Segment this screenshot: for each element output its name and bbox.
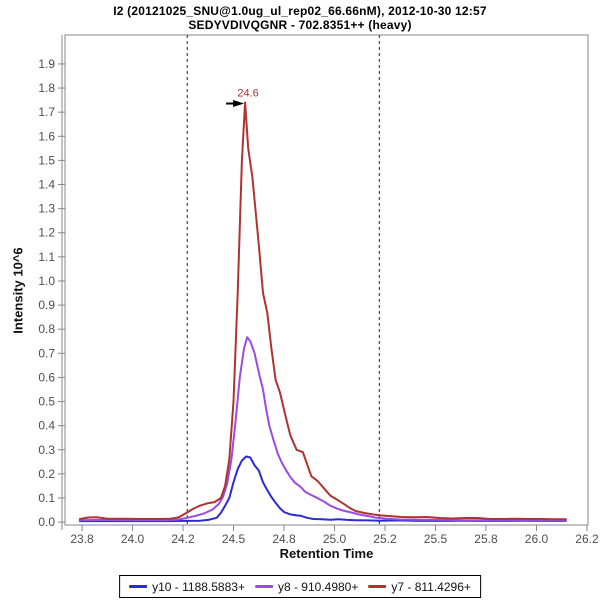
chart-subtitle: SEDYVDIVQGNR - 702.8351++ (heavy): [188, 18, 412, 32]
x-tick-label: 25.2: [373, 532, 397, 546]
x-tick-label: 24.8: [272, 532, 296, 546]
x-axis-label: Retention Time: [279, 546, 374, 561]
y-tick-label: 0.2: [38, 467, 55, 481]
y-tick-label: 0.3: [38, 443, 55, 457]
x-tick-label: 23.8: [70, 532, 94, 546]
legend-entry-y7: y7 - 811.4296+: [368, 580, 471, 594]
legend-label: y8 - 910.4980+: [277, 579, 359, 594]
x-tick-label: 24.5: [222, 532, 246, 546]
x-tick-label: 25.0: [323, 532, 347, 546]
peak-annotation-label: 24.6: [237, 88, 258, 100]
legend-label: y10 - 1188.5883+: [152, 579, 245, 594]
y-tick-label: 1.8: [38, 81, 55, 95]
y-tick-label: 1.4: [38, 178, 55, 192]
legend-label: y7 - 811.4296+: [391, 579, 471, 594]
y-tick-label: 0.0: [38, 515, 55, 529]
x-tick-label: 25.8: [474, 532, 498, 546]
y-tick-label: 1.2: [38, 226, 55, 240]
x-tick-label: 24.2: [171, 532, 195, 546]
y-tick-label: 0.5: [38, 395, 55, 409]
y-tick-label: 1.6: [38, 129, 55, 143]
y-tick-label: 1.3: [38, 202, 55, 216]
x-tick-label: 26.0: [525, 532, 549, 546]
y-tick-label: 0.8: [38, 322, 55, 336]
series-trace-y7: [78, 101, 567, 521]
legend-entry-y10: y10 - 1188.5883+: [129, 580, 245, 594]
y-tick-label: 0.7: [38, 346, 55, 360]
legend-line-swatch: [254, 585, 273, 588]
chart-title: I2 (20121025_SNU@1.0ug_ul_rep02_66.66nM)…: [113, 4, 487, 18]
y-tick-label: 0.6: [38, 370, 55, 384]
legend-line-swatch: [129, 585, 148, 588]
y-tick-label: 0.9: [38, 298, 55, 312]
y-tick-label: 1.5: [38, 153, 55, 167]
legend-box: y10 - 1188.5883+ y8 - 910.4980+ y7 - 811.4…: [119, 575, 481, 598]
series-trace-y10: [78, 455, 567, 523]
y-tick-label: 0.4: [38, 419, 55, 433]
y-tick-label: 1.1: [38, 250, 55, 264]
y-tick-label: 1.0: [38, 274, 55, 288]
peak-arrow-icon: [233, 100, 245, 108]
x-tick-label: 26.2: [575, 532, 599, 546]
x-tick-label: 24.0: [121, 532, 145, 546]
series-trace-y8: [78, 336, 567, 522]
y-tick-label: 0.1: [38, 491, 55, 505]
y-tick-label: 1.9: [38, 57, 55, 71]
legend-entry-y8: y8 - 910.4980+: [254, 579, 359, 594]
legend-line-swatch: [368, 585, 387, 588]
x-tick-label: 25.5: [424, 532, 448, 546]
plot-frame: [64, 34, 589, 526]
y-tick-label: 1.7: [38, 105, 55, 119]
